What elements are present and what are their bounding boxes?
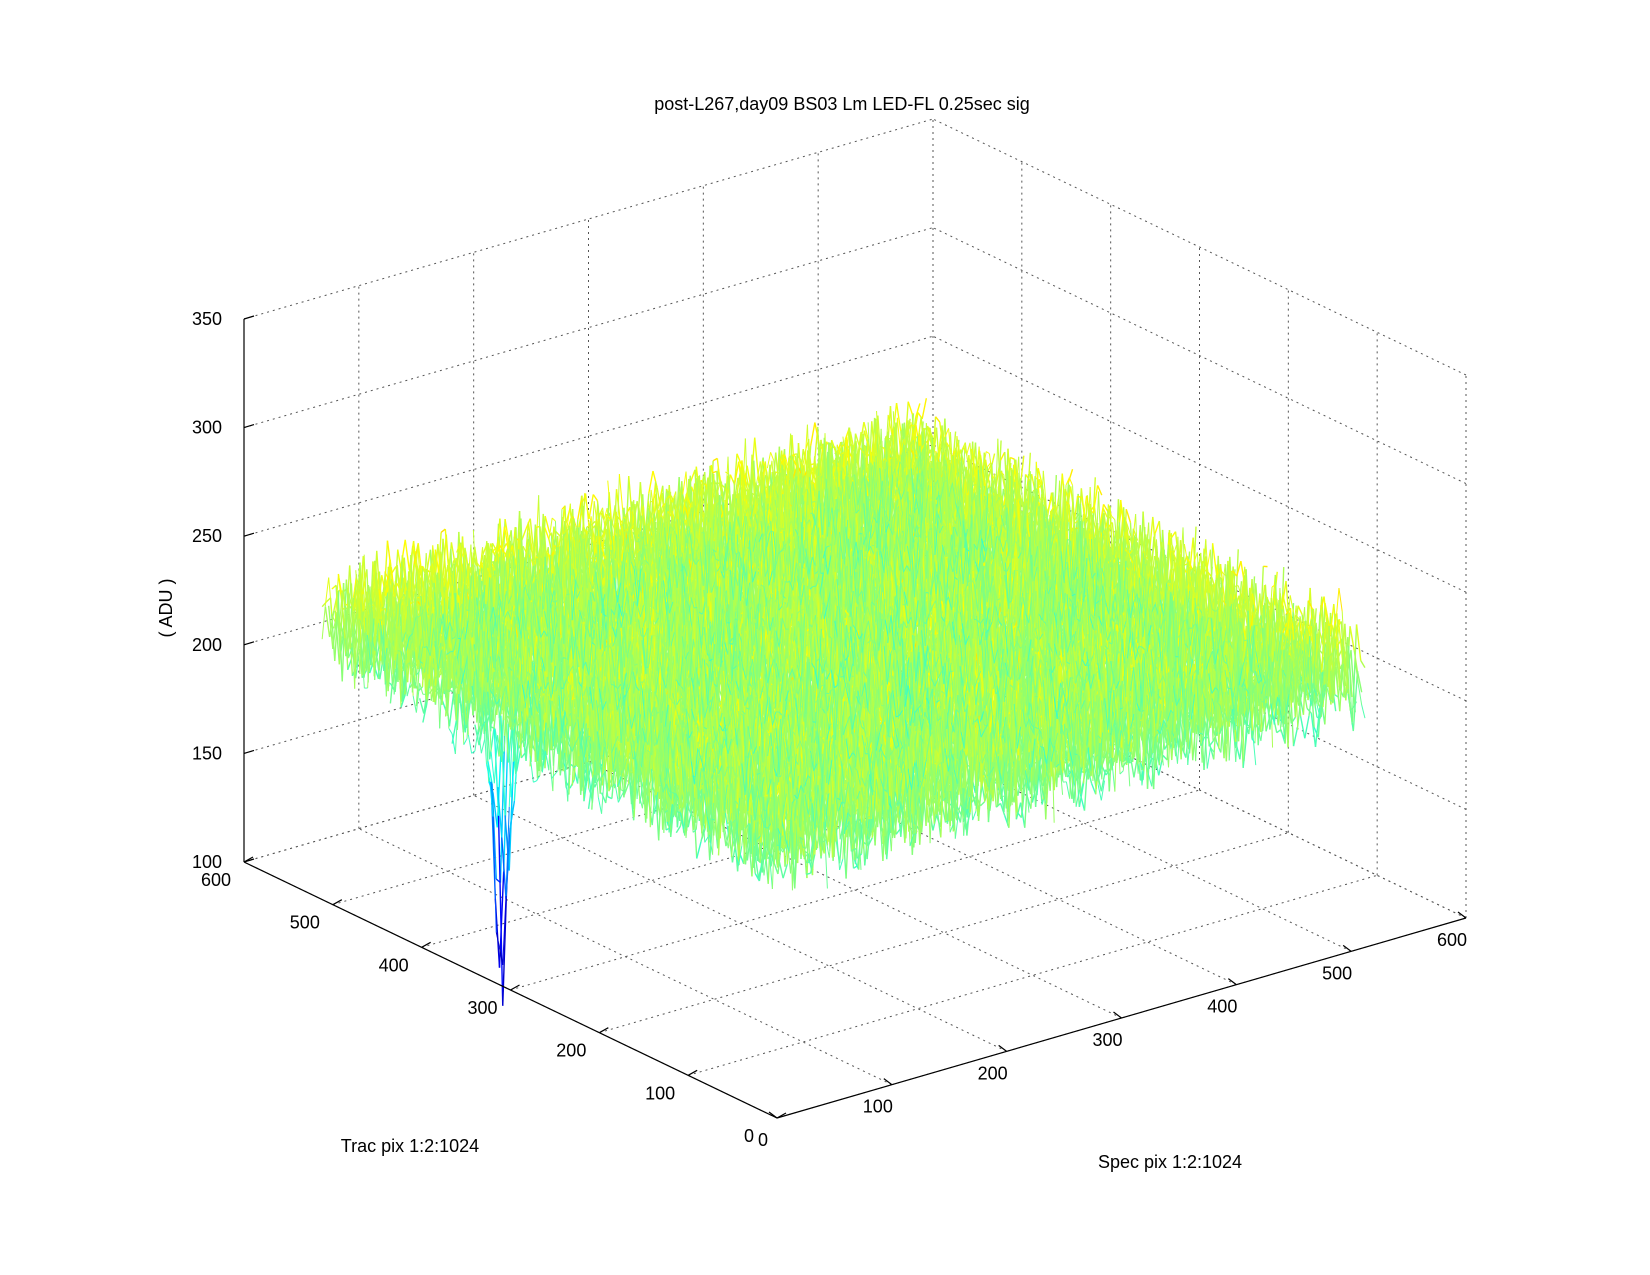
floor-grid-line — [599, 832, 1289, 1034]
surface-segment — [494, 536, 500, 556]
surface-segment — [863, 421, 869, 440]
surface-segment — [592, 494, 599, 502]
surface-segment — [521, 528, 527, 541]
surface-segment — [895, 402, 902, 432]
surface-segment — [404, 539, 411, 571]
floor-grid-line — [358, 828, 893, 1086]
surface-segment — [910, 417, 917, 450]
back-wall-grid-line — [243, 118, 934, 320]
surface-segment — [588, 494, 594, 519]
surface-segment — [935, 416, 941, 423]
surface-mesh — [321, 398, 1366, 1006]
surface-segment — [489, 543, 496, 556]
surface-segment — [913, 412, 919, 437]
surface-segment — [690, 469, 696, 482]
surface-segment — [448, 693, 455, 727]
surface-segment — [577, 495, 583, 520]
surface-segment — [921, 398, 928, 420]
surface-segment — [331, 584, 337, 590]
floor-grid-line — [688, 874, 1378, 1076]
surface-segment — [914, 403, 921, 418]
side-wall-grid-line — [932, 227, 1467, 485]
surface-segment — [342, 583, 349, 670]
surface-segment — [372, 561, 378, 613]
surface-segment — [418, 698, 425, 714]
surface-segment — [907, 401, 914, 415]
surface-segment — [440, 528, 446, 533]
surface-segment — [324, 606, 331, 638]
surface-segment — [712, 457, 718, 462]
surface-segment — [736, 453, 742, 465]
floor-grid-line — [473, 794, 1007, 1052]
surface-segment — [327, 605, 334, 650]
surface-segment — [325, 597, 332, 603]
surface-segment — [657, 485, 664, 507]
surface-segment — [544, 515, 551, 533]
surface-segment — [648, 470, 654, 494]
side-wall-grid-line — [932, 118, 1467, 376]
surface-segment — [699, 472, 706, 504]
surface-segment — [425, 549, 432, 576]
surface-segment — [891, 402, 898, 440]
surface-segment — [527, 522, 534, 555]
surface-segment — [328, 610, 335, 638]
surface-segment — [809, 422, 816, 446]
surface-segment — [504, 519, 510, 546]
side-wall-grid-line — [932, 335, 1467, 593]
